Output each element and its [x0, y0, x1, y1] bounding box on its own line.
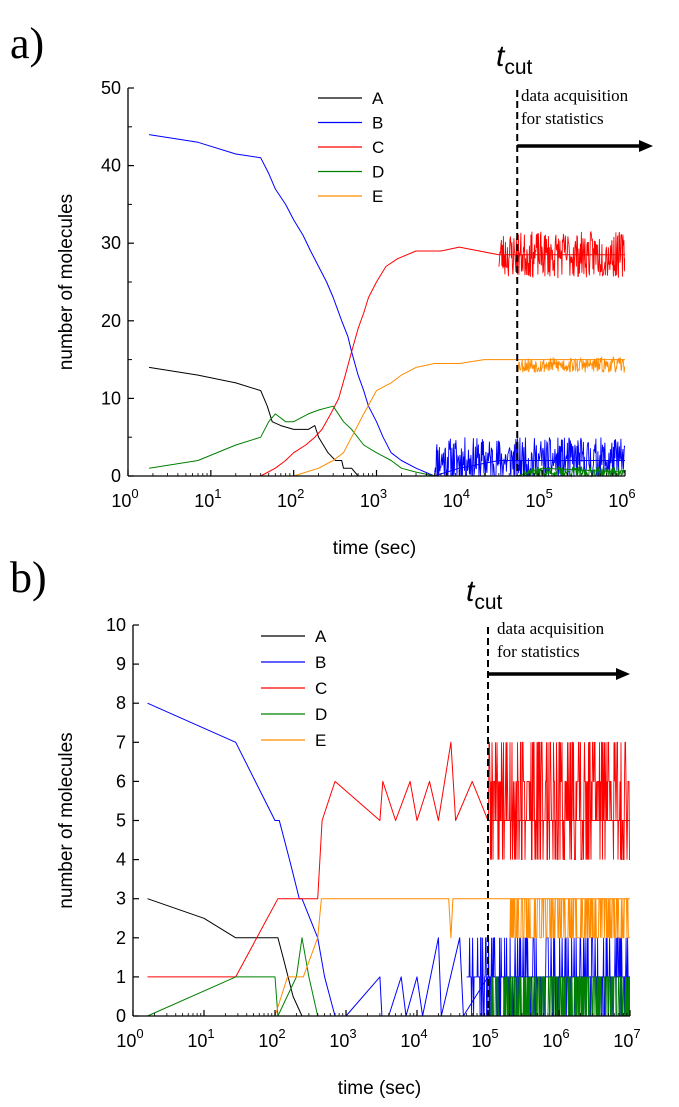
x-tick-label: 100	[116, 1026, 143, 1051]
y-tick-label: 1	[116, 967, 126, 987]
series-line-A	[147, 898, 630, 1017]
x-tick-label: 103	[360, 486, 387, 511]
y-tick-label: 10	[101, 388, 121, 408]
legend-label-A: A	[315, 627, 327, 646]
x-tick-exponent: 0	[136, 1026, 143, 1041]
y-axis-title: number of molecules	[56, 194, 77, 370]
x-tick-label: 104	[443, 486, 470, 511]
series-line-C	[147, 741, 630, 978]
y-tick-label: 30	[101, 233, 121, 253]
annotation-line-2: for statistics	[521, 109, 604, 128]
series-line-B	[147, 702, 630, 1017]
x-tick-label: 103	[329, 1026, 356, 1051]
x-tick-label: 101	[187, 1026, 214, 1051]
x-tick-label: 105	[526, 486, 553, 511]
y-tick-label: 0	[116, 1006, 126, 1026]
annotation-line-1: data acquisition	[521, 86, 629, 105]
series-fluctuation-C	[498, 230, 625, 279]
series-fluctuation-D	[523, 465, 625, 478]
t-cut-subscript: cut	[474, 591, 502, 614]
x-tick-exponent: 7	[633, 1026, 640, 1041]
x-tick-exponent: 3	[380, 486, 387, 501]
series-line-D	[149, 405, 625, 477]
x-tick-exponent: 2	[297, 486, 304, 501]
y-tick-label: 6	[116, 771, 126, 791]
x-tick-label: 100	[111, 486, 138, 511]
series-line-B	[149, 134, 625, 477]
legend-label-E: E	[315, 731, 326, 750]
legend-label-C: C	[315, 679, 327, 698]
legend-label-B: B	[315, 653, 326, 672]
plot-area	[147, 702, 630, 1017]
y-tick-label: 7	[116, 732, 126, 752]
y-tick-label: 0	[111, 466, 121, 486]
t-cut-symbol: t	[496, 40, 506, 73]
legend-label-C: C	[372, 138, 384, 157]
x-tick-exponent: 5	[491, 1026, 498, 1041]
panel-label: b)	[10, 553, 47, 602]
y-tick-label: 10	[106, 615, 126, 635]
t-cut-label: tcut	[466, 575, 503, 614]
series-fluctuation-E	[509, 898, 630, 939]
series-line-A	[149, 366, 625, 477]
x-tick-exponent: 5	[546, 486, 553, 501]
y-tick-label: 40	[101, 156, 121, 176]
x-tick-exponent: 4	[420, 1026, 427, 1041]
x-tick-label: 104	[400, 1026, 427, 1051]
x-tick-label: 106	[608, 486, 635, 511]
x-tick-exponent: 6	[562, 1026, 569, 1041]
y-tick-label: 9	[116, 654, 126, 674]
x-tick-exponent: 6	[628, 486, 635, 501]
y-tick-label: 8	[116, 693, 126, 713]
x-tick-label: 102	[277, 486, 304, 511]
y-tick-label: 3	[116, 889, 126, 909]
x-tick-label: 106	[542, 1026, 569, 1051]
y-tick-label: 2	[116, 928, 126, 948]
x-axis-title: time (sec)	[333, 538, 416, 559]
x-tick-label: 107	[613, 1026, 640, 1051]
x-tick-label: 101	[194, 486, 221, 511]
legend-label-B: B	[372, 114, 383, 133]
x-tick-exponent: 2	[278, 1026, 285, 1041]
x-axis-title: time (sec)	[338, 1078, 421, 1099]
y-tick-label: 20	[101, 311, 121, 331]
y-tick-label: 5	[116, 811, 126, 831]
annotation-line-2: for statistics	[497, 642, 580, 661]
series-fluctuation-E	[516, 355, 625, 374]
series-line-E	[147, 898, 630, 1017]
arrow-head-icon	[639, 140, 653, 152]
series-line-E	[149, 359, 625, 477]
y-tick-label: 50	[101, 78, 121, 98]
y-tick-label: 4	[116, 850, 126, 870]
series-line-C	[149, 246, 625, 477]
panel-label: a)	[10, 19, 44, 68]
t-cut-subscript: cut	[504, 56, 532, 79]
x-tick-label: 102	[258, 1026, 285, 1051]
arrow-head-icon	[616, 668, 630, 680]
x-tick-exponent: 1	[214, 486, 221, 501]
y-axis-title: number of molecules	[56, 732, 77, 908]
annotation-line-1: data acquisition	[497, 619, 605, 638]
x-tick-exponent: 3	[349, 1026, 356, 1041]
legend-label-A: A	[372, 89, 384, 108]
x-tick-exponent: 4	[463, 486, 470, 501]
legend-label-D: D	[315, 705, 327, 724]
series-fluctuation-C	[488, 741, 630, 861]
t-cut-label: tcut	[496, 40, 533, 79]
t-cut-symbol: t	[466, 575, 476, 608]
x-tick-exponent: 1	[207, 1026, 214, 1041]
series-fluctuation-B	[466, 937, 630, 1017]
plot-area	[149, 134, 625, 478]
x-tick-label: 105	[471, 1026, 498, 1051]
legend-label-E: E	[372, 187, 383, 206]
legend-label-D: D	[372, 163, 384, 182]
x-tick-exponent: 0	[131, 486, 138, 501]
